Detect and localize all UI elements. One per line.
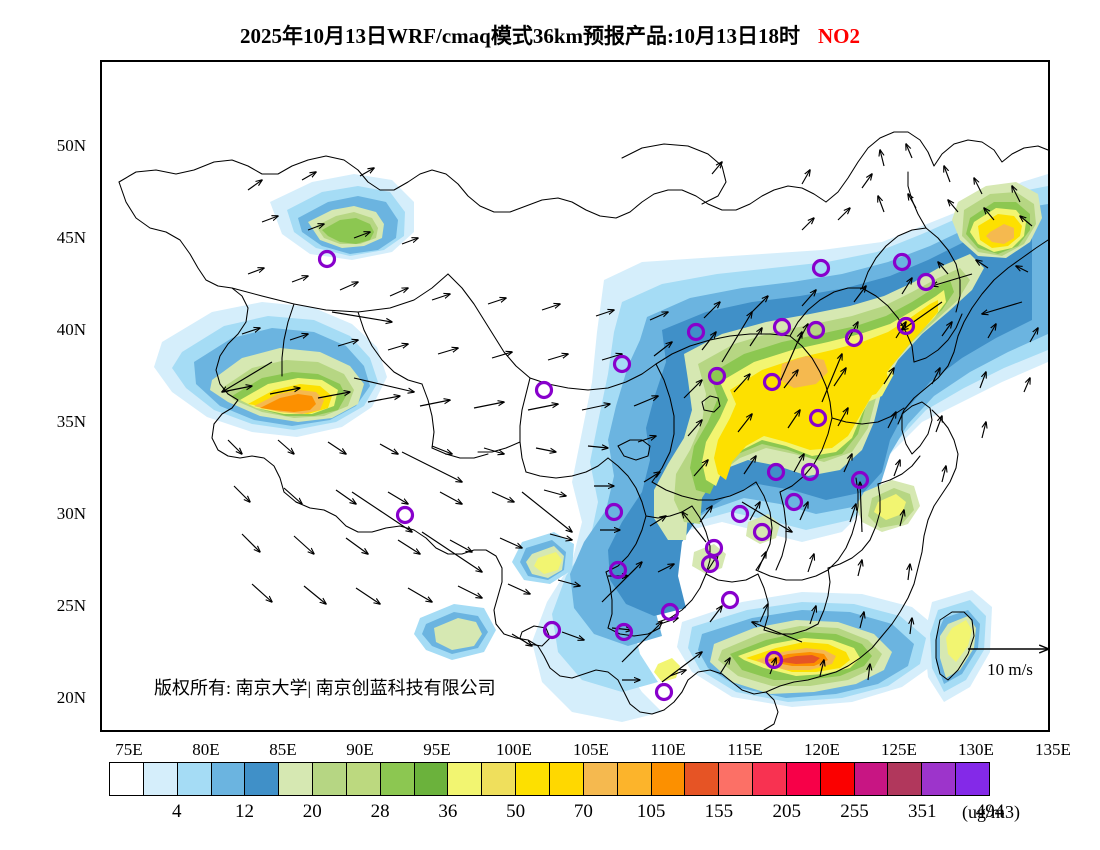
map-boundaries xyxy=(118,131,1048,730)
x-axis-label-120e: 120E xyxy=(804,740,840,759)
x-tick-130e xyxy=(977,730,978,732)
colorbar-cell-11 xyxy=(482,763,517,795)
colorbar-unit-label: (ug/m3) xyxy=(962,802,1020,822)
colorbar-cell-6 xyxy=(313,763,347,795)
colorbar-legend: 4 12 20 28 36 50 70 105 155 205 255 351 494 (ug/m3) xyxy=(0,735,1100,835)
y-tick-45n xyxy=(100,239,102,240)
y-tick-50n xyxy=(100,147,102,148)
x-tick-115e xyxy=(746,730,747,732)
x-axis-label-85e: 85E xyxy=(269,740,297,759)
colorbar-tick-12: 12 xyxy=(235,801,255,822)
y-tick-20n xyxy=(100,699,102,700)
conc-band-205-255 xyxy=(778,655,820,664)
map-canvas xyxy=(118,131,1048,730)
page-title-text: 2025年10月13日WRF/cmaq模式36km预报产品:10月13日18时 xyxy=(240,24,800,48)
colorbar-cell-18 xyxy=(719,763,754,795)
colorbar-cell-24 xyxy=(922,763,957,795)
colorbar-tick-70: 70 xyxy=(573,801,593,822)
x-tick-95e xyxy=(439,730,440,732)
x-axis-label-110e: 110E xyxy=(650,740,686,759)
colorbar-cell-9 xyxy=(414,763,449,795)
x-axis-label-115e: 115E xyxy=(727,740,763,759)
colorbar-cell-19 xyxy=(753,763,787,795)
colorbar-cell-14 xyxy=(583,763,618,795)
wind-vector-field xyxy=(222,144,1038,682)
y-axis-label-45n: 45N xyxy=(56,228,86,247)
x-tick-90e xyxy=(362,730,363,732)
x-tick-125e xyxy=(900,730,901,732)
x-tick-80e xyxy=(208,730,209,732)
x-axis-label-100e: 100E xyxy=(496,740,532,759)
y-axis-label-40n: 40N xyxy=(56,320,86,339)
colorbar-cell-13 xyxy=(549,763,584,795)
colorbar-cell-25 xyxy=(956,763,989,795)
x-axis-label-130e: 130E xyxy=(958,740,994,759)
colorbar-cell-8 xyxy=(380,763,415,795)
wind-scale-arrow-icon xyxy=(968,638,1062,660)
colorbar-tick-36: 36 xyxy=(438,801,458,822)
y-axis-label-20n: 20N xyxy=(56,688,86,707)
colorbar-cell-16 xyxy=(651,763,686,795)
colorbar-cell-12 xyxy=(516,763,550,795)
colorbar-tick-28: 28 xyxy=(370,801,390,822)
x-tick-120e xyxy=(823,730,824,732)
y-tick-30n xyxy=(100,515,102,516)
colorbar-tick-155: 155 xyxy=(704,801,734,822)
page-title: 2025年10月13日WRF/cmaq模式36km预报产品:10月13日18时 … xyxy=(0,20,1100,50)
colorbar-cell-20 xyxy=(786,763,821,795)
colorbar-cell-23 xyxy=(888,763,923,795)
colorbar-cell-22 xyxy=(854,763,889,795)
colorbar-cell-0 xyxy=(110,763,144,795)
colorbar-tick-50: 50 xyxy=(506,801,526,822)
colorbar-tick-4: 4 xyxy=(172,801,182,822)
x-axis-label-105e: 105E xyxy=(573,740,609,759)
colorbar-strip xyxy=(109,762,990,796)
x-axis-label-125e: 125E xyxy=(881,740,917,759)
x-tick-105e xyxy=(592,730,593,732)
colorbar-tick-205: 205 xyxy=(772,801,801,822)
x-axis-label-80e: 80E xyxy=(192,740,220,759)
colorbar-cell-7 xyxy=(346,763,381,795)
colorbar-tick-351: 351 xyxy=(907,801,937,822)
wind-scale-label: 10 m/s xyxy=(987,660,1033,679)
colorbar-cell-1 xyxy=(143,763,178,795)
colorbar-cell-17 xyxy=(685,763,720,795)
y-tick-35n xyxy=(100,423,102,424)
y-axis-label-25n: 25N xyxy=(56,596,86,615)
city-monitor-markers xyxy=(317,249,936,702)
colorbar-tick-20: 20 xyxy=(302,801,322,822)
x-tick-75e xyxy=(131,730,132,732)
copyright-notice: 版权所有: 南京大学| 南京创蓝科技有限公司 xyxy=(154,678,496,698)
x-axis-label-135e: 135E xyxy=(1035,740,1071,759)
colorbar-cell-15 xyxy=(617,763,652,795)
colorbar-tick-255: 255 xyxy=(840,801,869,822)
y-tick-25n xyxy=(100,607,102,608)
y-tick-40n xyxy=(100,331,102,332)
x-tick-85e xyxy=(285,730,286,732)
colorbar-cell-10 xyxy=(448,763,483,795)
colorbar-tick-494: 494 xyxy=(975,801,1005,822)
y-axis-label-35n: 35N xyxy=(56,412,86,431)
x-axis-label-95e: 95E xyxy=(423,740,451,759)
map-plot-area: 版权所有: 南京大学| 南京创蓝科技有限公司 xyxy=(100,60,1050,732)
x-tick-100e xyxy=(515,730,516,732)
y-axis-label-50n: 50N xyxy=(56,136,86,155)
colorbar-cell-2 xyxy=(177,763,212,795)
page-title-species: NO2 xyxy=(818,24,860,48)
y-axis-label-30n: 30N xyxy=(56,504,86,523)
x-axis-label-90e: 90E xyxy=(346,740,374,759)
wind-scale-legend: 10 m/s xyxy=(962,638,1072,688)
colorbar-cell-4 xyxy=(245,763,280,795)
x-tick-110e xyxy=(669,730,670,732)
colorbar-cell-21 xyxy=(820,763,855,795)
x-axis-label-75e: 75E xyxy=(115,740,143,759)
colorbar-tick-105: 105 xyxy=(636,801,666,822)
colorbar-cell-5 xyxy=(279,763,314,795)
colorbar-cell-3 xyxy=(211,763,246,795)
